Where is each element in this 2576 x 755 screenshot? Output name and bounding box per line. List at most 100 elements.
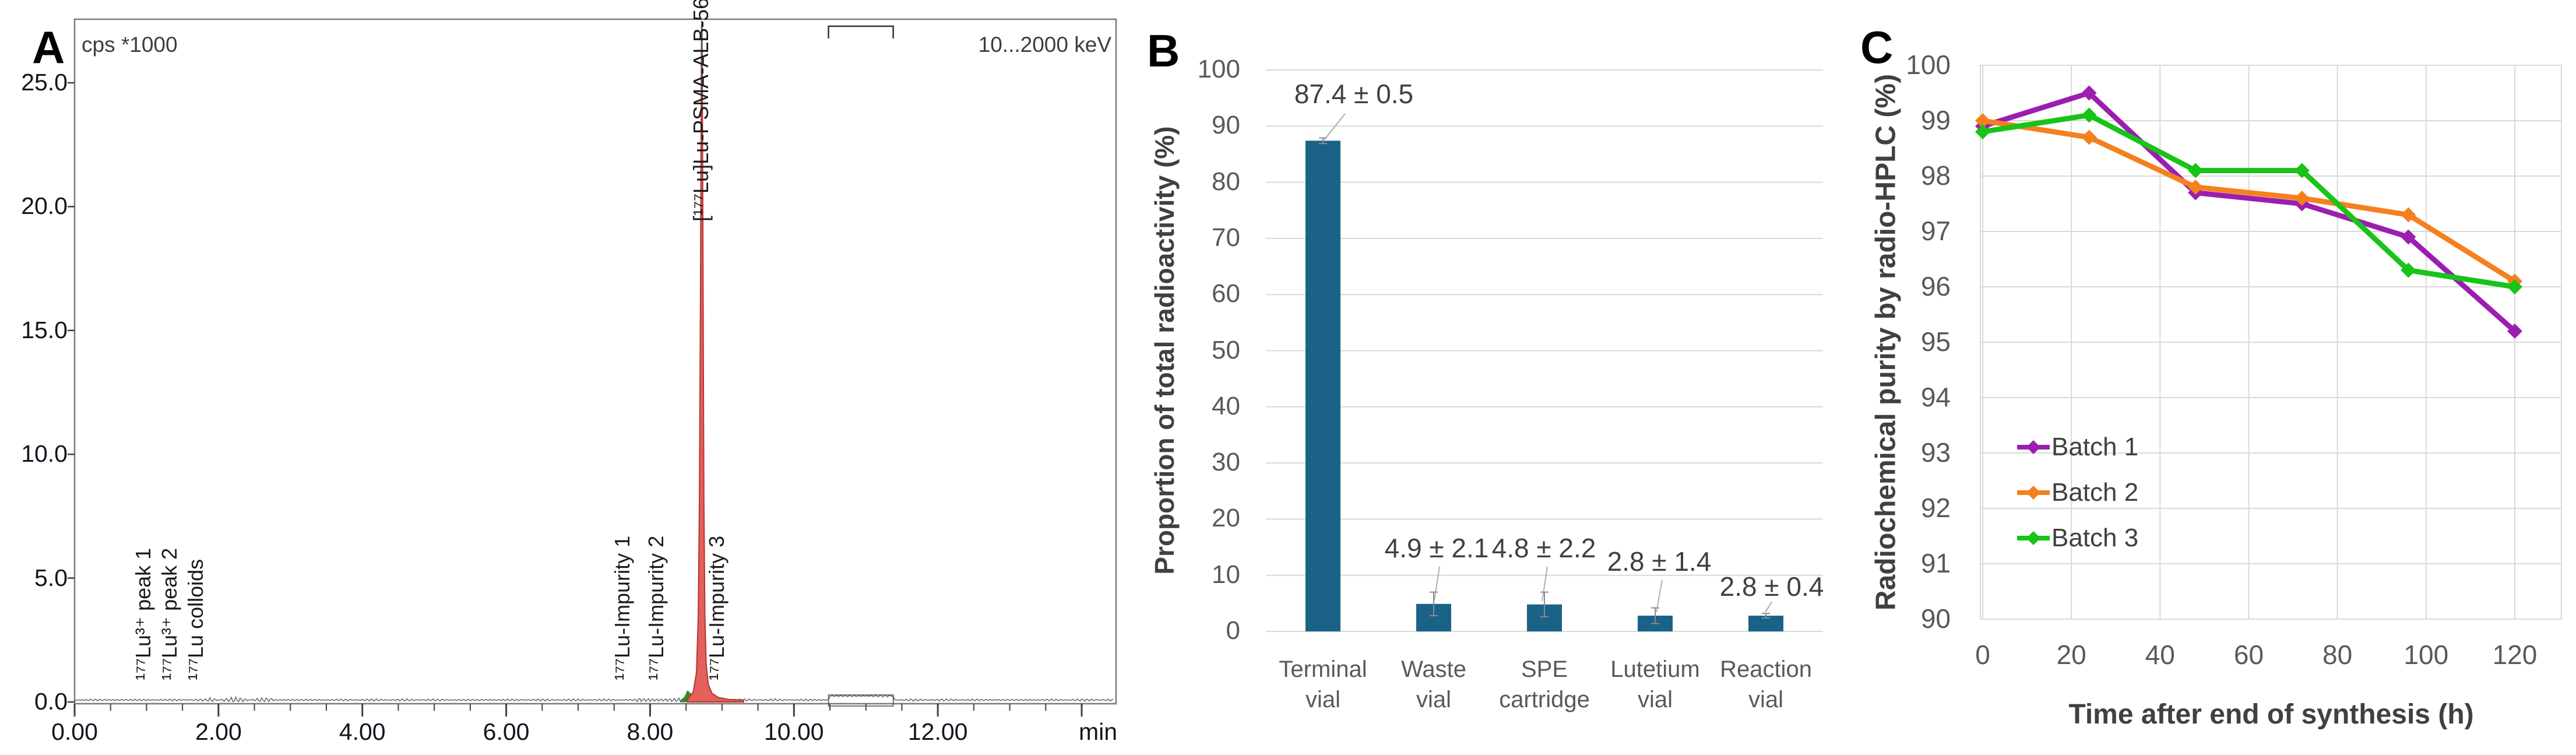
legend-marker-batch-1 [2017,440,2050,454]
b-y-tick-label: 80 [1212,167,1240,196]
a-x-tick-label: 8.00 [627,718,674,745]
b-y-axis-title: Proportion of total radioactivity (%) [1149,126,1180,575]
a-annotation-impurity-2: ¹⁷⁷Lu-Impurity 2 [644,535,668,680]
series-marker-batch-1 [2081,85,2097,101]
c-y-tick-label: 92 [1920,493,1951,523]
b-category-line2: vial [1748,687,1784,712]
panel-a-letter: A [32,22,65,73]
a-x-tick-label: 2.00 [195,718,242,745]
c-x-tick-label: 60 [2233,640,2264,670]
b-value-label-spe-cartridge: 4.8 ± 2.2 [1491,533,1596,563]
a-annotation-impurity-3: ¹⁷⁷Lu-Impurity 3 [705,535,729,680]
b-category-reaction-vial: Reaction vial [1720,654,1812,715]
series-marker-batch-3 [2401,262,2416,278]
legend-item-batch-1: Batch 1 [2015,431,2138,463]
series-marker-batch-2 [2081,129,2097,145]
a-top-bracket [828,25,894,38]
legend-label: Batch 3 [2051,524,2139,552]
b-category-line1: SPE [1521,656,1568,682]
b-category-line2: vial [1637,687,1673,712]
b-y-tick-label: 20 [1212,504,1240,533]
legend-label: Batch 1 [2051,433,2139,461]
series-line-batch-3 [1980,113,2518,290]
b-category-line2: cartridge [1499,687,1590,712]
c-y-tick-label: 91 [1920,548,1951,578]
b-category-terminal-vial: Terminal vial [1279,654,1367,715]
legend-diamond-icon [2026,486,2040,500]
b-label-leader-line [1765,601,1772,613]
series-marker-batch-3 [2507,279,2522,294]
a-energy-window-label: 10...2000 keV [978,33,1111,57]
b-category-line2: vial [1416,687,1452,712]
c-y-tick-label: 99 [1920,105,1951,135]
b-y-tick-label: 70 [1212,223,1240,252]
b-category-lutetium-vial: Lutetium vial [1610,654,1699,715]
legend-item-batch-2: Batch 2 [2015,476,2138,509]
c-y-tick-label: 93 [1920,437,1951,468]
series-line-batch-1 [1980,90,2518,334]
b-y-tick-label: 90 [1212,111,1240,140]
a-main-peak-label: [¹⁷⁷Lu]Lu-PSMA-ALB-56 [689,0,713,222]
b-y-tick-label: 30 [1212,448,1240,477]
legend-label: Batch 2 [2051,478,2139,507]
a-y-tick-label: 10.0 [21,440,68,468]
series-marker-batch-3 [1975,124,1990,139]
b-category-line2: vial [1305,687,1341,712]
series-marker-batch-3 [2081,107,2097,123]
b-value-label-terminal-vial: 87.4 ± 0.5 [1294,79,1414,109]
a-x-tick-label: 10.00 [763,718,824,745]
a-integration-window-box [828,694,894,707]
c-y-tick-label: 90 [1920,603,1951,634]
b-category-line1: Waste [1401,656,1466,682]
a-annotation-lu-colloids: ¹⁷⁷Lu colloids [184,559,207,680]
legend-diamond-icon [2026,440,2040,454]
b-category-spe-cartridge: SPE cartridge [1499,654,1590,715]
c-y-tick-label: 100 [1906,50,1951,80]
a-y-tick-label: 25.0 [21,69,68,96]
b-label-leader-line [1324,113,1346,141]
a-x-tick-label: 12.00 [907,718,968,745]
c-y-axis-title: Radiochemical purity by radio-HPLC (%) [1870,73,1902,611]
a-baseline-trace [74,694,1114,703]
c-y-tick-label: 95 [1920,326,1951,357]
c-y-tick-label: 97 [1920,216,1951,246]
b-label-leader-line [1656,580,1663,613]
c-x-tick-label: 100 [2403,640,2449,670]
a-x-tick-label: 4.00 [339,718,386,745]
b-y-tick-label: 10 [1212,560,1240,589]
bar-terminal-vial [1305,141,1340,631]
a-y-unit-label: cps *1000 [82,33,178,57]
c-y-tick-label: 96 [1920,271,1951,301]
b-y-tick-label: 50 [1212,335,1240,364]
b-label-leader-line [1434,566,1440,601]
b-y-tick-label: 60 [1212,279,1240,308]
legend-marker-batch-2 [2017,486,2050,500]
b-category-line1: Reaction [1720,656,1812,682]
legend-item-batch-3: Batch 3 [2015,522,2138,554]
a-y-tick-label: 5.0 [34,564,68,591]
a-x-unit-label: min [1078,718,1118,745]
b-value-label-lutetium-vial: 2.8 ± 1.4 [1607,546,1712,577]
b-value-label-reaction-vial: 2.8 ± 0.4 [1719,571,1824,602]
series-marker-batch-2 [1975,113,1990,128]
b-category-waste-vial: Waste vial [1401,654,1466,715]
series-marker-batch-3 [2188,163,2204,178]
b-category-line1: Lutetium [1610,656,1700,682]
series-marker-batch-2 [2401,207,2416,223]
b-y-tick-label: 40 [1212,391,1240,420]
c-y-tick-label: 98 [1920,160,1951,191]
panel-c-letter: C [1860,22,1894,73]
a-x-tick-label: 0.00 [51,718,98,745]
series-line-batch-2 [1980,118,2518,284]
a-x-tick-label: 6.00 [483,718,530,745]
b-y-tick-label: 0 [1226,616,1240,645]
b-label-leader-line [1542,566,1548,602]
panel-b-letter: B [1147,25,1180,76]
c-x-tick-label: 0 [1975,640,1990,670]
a-annotation-impurity-1: ¹⁷⁷Lu-Impurity 1 [610,535,634,680]
c-x-tick-label: 20 [2056,640,2086,670]
a-main-peak [687,25,744,703]
b-value-label-waste-vial: 4.9 ± 2.1 [1384,533,1489,563]
